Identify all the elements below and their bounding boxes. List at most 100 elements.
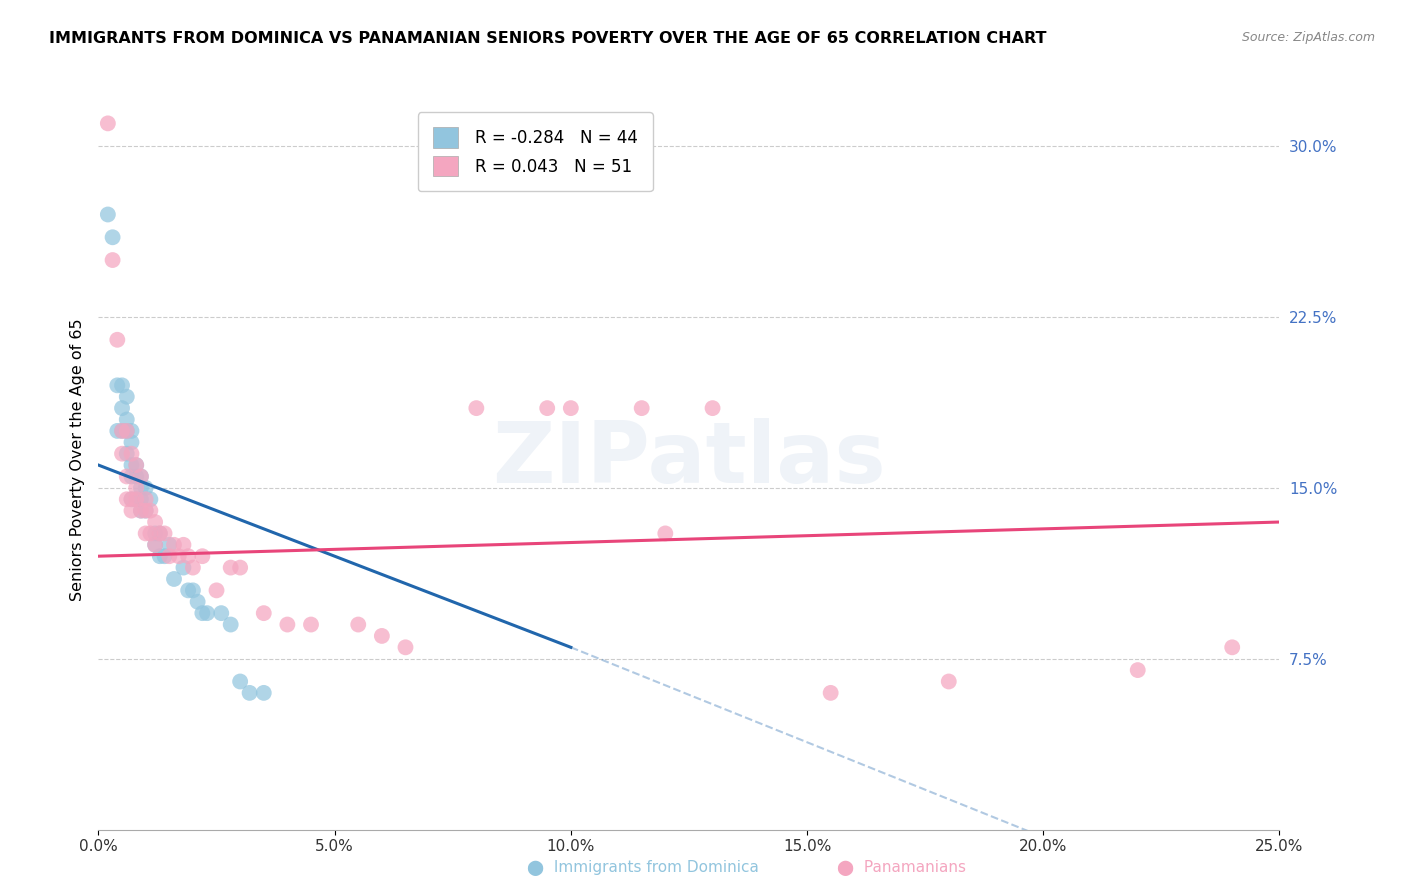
Text: ⬤  Panamanians: ⬤ Panamanians xyxy=(837,861,966,876)
Point xyxy=(209,606,232,620)
Point xyxy=(702,401,724,416)
Point xyxy=(105,424,128,438)
Point xyxy=(111,447,134,461)
Point xyxy=(1220,640,1243,655)
Point xyxy=(239,686,262,700)
Point xyxy=(253,686,276,700)
Point xyxy=(121,458,143,472)
Point xyxy=(347,617,370,632)
Point xyxy=(229,560,252,574)
Point xyxy=(121,469,143,483)
Point xyxy=(129,469,152,483)
Point xyxy=(129,481,152,495)
Point xyxy=(129,469,152,483)
Point xyxy=(163,572,186,586)
Y-axis label: Seniors Poverty Over the Age of 65: Seniors Poverty Over the Age of 65 xyxy=(69,318,84,600)
Point xyxy=(143,538,166,552)
Point xyxy=(129,503,152,517)
Point xyxy=(149,526,172,541)
Point xyxy=(139,503,162,517)
Point xyxy=(125,469,148,483)
Point xyxy=(111,424,134,438)
Point xyxy=(157,538,180,552)
Point xyxy=(143,526,166,541)
Point xyxy=(149,526,172,541)
Point xyxy=(125,492,148,507)
Legend: R = -0.284   N = 44, R = 0.043   N = 51: R = -0.284 N = 44, R = 0.043 N = 51 xyxy=(418,112,652,192)
Point xyxy=(205,583,228,598)
Point xyxy=(157,549,180,564)
Point xyxy=(172,538,194,552)
Point xyxy=(229,674,252,689)
Point xyxy=(820,686,842,700)
Point xyxy=(177,583,200,598)
Point xyxy=(115,424,138,438)
Point xyxy=(115,412,138,426)
Point xyxy=(135,481,157,495)
Point xyxy=(143,538,166,552)
Point xyxy=(172,560,194,574)
Point xyxy=(97,207,120,221)
Point xyxy=(115,424,138,438)
Point xyxy=(276,617,298,632)
Point xyxy=(253,606,276,620)
Point xyxy=(121,447,143,461)
Point xyxy=(560,401,582,416)
Point xyxy=(121,424,143,438)
Point xyxy=(139,526,162,541)
Point xyxy=(630,401,652,416)
Point xyxy=(115,492,138,507)
Point xyxy=(135,526,157,541)
Point xyxy=(394,640,416,655)
Point xyxy=(125,458,148,472)
Point xyxy=(153,526,176,541)
Point xyxy=(135,503,157,517)
Point xyxy=(1126,663,1149,677)
Point xyxy=(139,492,162,507)
Point xyxy=(129,503,152,517)
Point xyxy=(105,378,128,392)
Point xyxy=(143,515,166,529)
Point xyxy=(125,458,148,472)
Point xyxy=(465,401,488,416)
Point xyxy=(125,492,148,507)
Point xyxy=(195,606,218,620)
Point xyxy=(121,503,143,517)
Point xyxy=(111,401,134,416)
Point xyxy=(121,492,143,507)
Point xyxy=(181,583,204,598)
Point xyxy=(135,492,157,507)
Point xyxy=(97,116,120,130)
Point xyxy=(125,481,148,495)
Point xyxy=(299,617,322,632)
Point xyxy=(111,424,134,438)
Point xyxy=(654,526,676,541)
Point xyxy=(121,492,143,507)
Point xyxy=(153,549,176,564)
Point xyxy=(191,549,214,564)
Point xyxy=(115,469,138,483)
Point xyxy=(219,560,242,574)
Text: Source: ZipAtlas.com: Source: ZipAtlas.com xyxy=(1241,31,1375,45)
Point xyxy=(149,549,172,564)
Point xyxy=(101,230,124,244)
Point xyxy=(938,674,960,689)
Point xyxy=(219,617,242,632)
Point xyxy=(163,538,186,552)
Point xyxy=(177,549,200,564)
Text: ZIPatlas: ZIPatlas xyxy=(492,417,886,501)
Point xyxy=(135,503,157,517)
Text: IMMIGRANTS FROM DOMINICA VS PANAMANIAN SENIORS POVERTY OVER THE AGE OF 65 CORREL: IMMIGRANTS FROM DOMINICA VS PANAMANIAN S… xyxy=(49,31,1046,46)
Point xyxy=(371,629,394,643)
Point xyxy=(181,560,204,574)
Point xyxy=(101,253,124,268)
Point xyxy=(115,447,138,461)
Point xyxy=(129,492,152,507)
Point xyxy=(167,549,190,564)
Point xyxy=(115,390,138,404)
Point xyxy=(121,435,143,450)
Point xyxy=(191,606,214,620)
Point xyxy=(111,378,134,392)
Text: ⬤  Immigrants from Dominica: ⬤ Immigrants from Dominica xyxy=(527,861,759,876)
Point xyxy=(536,401,558,416)
